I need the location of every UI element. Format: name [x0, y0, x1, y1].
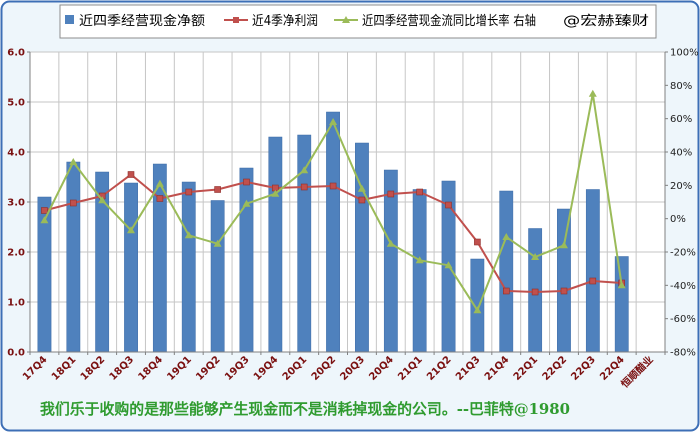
- left-axis-tick-label: 1.0: [7, 298, 25, 309]
- net-profit-point-21Q2: [445, 201, 452, 209]
- net-profit-point-18Q1: [70, 199, 77, 207]
- right-axis-tick-label: 40%: [670, 148, 692, 159]
- bar-21Q4: [499, 190, 514, 353]
- left-axis-tick-label: 4.0: [7, 148, 25, 159]
- growth-rate-point-17Q4: [40, 216, 49, 224]
- right-axis-tick-label: 80%: [670, 81, 692, 92]
- left-axis-tick-label: 6.0: [7, 48, 25, 59]
- net-profit-point-17Q4: [41, 207, 48, 214]
- right-axis-tick-label: 0%: [670, 214, 686, 225]
- growth-rate-point-18Q3: [127, 226, 135, 234]
- right-axis-tick-label: -40%: [670, 281, 696, 292]
- bar-22Q3: [585, 189, 600, 353]
- bar-18Q1: [66, 161, 81, 353]
- bar-20Q3: [355, 142, 369, 353]
- net-profit-point-18Q4: [156, 195, 164, 202]
- growth-rate-point-20Q3: [357, 184, 366, 192]
- legend-label-operating-cash-flow: 近四季经营现金净额: [79, 13, 205, 29]
- growth-rate-point-22Q4: [617, 281, 626, 289]
- net-profit-point-21Q3: [474, 238, 481, 246]
- bar-21Q1: [412, 189, 427, 353]
- left-axis-tick-label: 3.0: [7, 198, 25, 209]
- axes: [27, 51, 668, 355]
- right-axis-tick-label: 20%: [670, 181, 692, 192]
- growth-rate-point-18Q1: [69, 158, 78, 165]
- legend-box: [59, 4, 657, 39]
- right-axis-tick-label: 60%: [670, 114, 692, 125]
- growth-rate-point-20Q4: [386, 239, 395, 247]
- right-axis-tick-label: 100%: [670, 48, 699, 59]
- bar-18Q3: [124, 182, 138, 353]
- growth-rate-point-21Q3: [473, 306, 482, 314]
- bar-19Q1: [181, 181, 196, 353]
- net-profit-point-20Q1: [300, 183, 308, 191]
- growth-rate-point-19Q2: [213, 239, 222, 247]
- growth-rate-point-19Q1: [184, 231, 193, 239]
- growth-rate-point-18Q4: [155, 179, 164, 187]
- legend-label-net-profit: 近4季净利润: [252, 14, 318, 29]
- bar-22Q2: [557, 208, 571, 353]
- bar-19Q4: [268, 136, 283, 353]
- legend: 近四季经营现金净额 近4季净利润 近四季经营现金流同比增长率 右轴 @宏赫臻财: [59, 4, 657, 39]
- net-profit-point-22Q2: [560, 287, 568, 295]
- net-profit-point-20Q4: [387, 190, 395, 198]
- net-profit-point-19Q1: [185, 188, 193, 196]
- legend-label-growth-rate: 近四季经营现金流同比增长率 右轴: [362, 13, 536, 29]
- net-profit-point-20Q3: [358, 196, 366, 204]
- net-profit-point-20Q2: [329, 182, 337, 190]
- bar-19Q3: [239, 167, 254, 353]
- right-axis-tick-labels: 100% 80% 60% 40% 20% 0% -20% -40% -60% -80%: [670, 48, 699, 359]
- growth-rate-point-19Q3: [242, 199, 251, 207]
- left-axis-tick-label: 5.0: [7, 98, 25, 109]
- net-profit-point-22Q1: [531, 288, 539, 296]
- line-series-cash-flow-growth-rate: [40, 89, 626, 314]
- net-profit-point-19Q2: [214, 186, 221, 193]
- growth-rate-point-22Q1: [531, 253, 540, 260]
- right-axis-tick-label: -20%: [670, 248, 696, 259]
- net-profit-point-21Q4: [502, 287, 510, 295]
- growth-rate-point-19Q4: [271, 189, 280, 197]
- bar-20Q2: [326, 111, 340, 353]
- bar-series-operating-cash-flow: [37, 111, 629, 353]
- left-axis-tick-label: 0.0: [7, 348, 25, 359]
- legend-bar-swatch: [65, 15, 74, 24]
- left-axis-tick-label: 2.0: [7, 248, 25, 259]
- net-profit-point-18Q3: [127, 171, 135, 178]
- net-profit-point-21Q1: [416, 188, 424, 196]
- bar-19Q2: [210, 200, 225, 353]
- bar-22Q4: [614, 256, 629, 353]
- growth-rate-point-20Q2: [329, 118, 338, 125]
- legend-growth-rate-marker: [342, 16, 350, 23]
- growth-rate-point-20Q1: [300, 166, 309, 174]
- growth-rate-point-22Q3: [588, 89, 597, 97]
- left-axis-tick-labels: 6.0 5.0 4.0 3.0 2.0 1.0 0.0: [7, 48, 25, 359]
- caption: 我们乐于收购的是那些能够产生现金而不是消耗掉现金的公司。--巴菲特@1980: [40, 400, 570, 418]
- growth-rate-point-21Q4: [502, 233, 511, 240]
- right-axis-tick-label: -60%: [670, 314, 696, 325]
- bar-20Q4: [383, 169, 398, 353]
- bar-21Q3: [470, 258, 485, 353]
- net-profit-point-19Q3: [243, 178, 250, 186]
- legend-annotation: @宏赫臻财: [563, 14, 649, 29]
- growth-rate-point-22Q2: [560, 241, 568, 249]
- legend-net-profit-marker: [233, 17, 239, 23]
- net-profit-point-22Q3: [589, 277, 597, 285]
- growth-rate-point-21Q2: [444, 261, 453, 269]
- growth-rate-point-21Q1: [415, 256, 424, 264]
- right-axis-tick-label: -80%: [670, 348, 696, 359]
- growth-rate-point-18Q2: [98, 196, 107, 204]
